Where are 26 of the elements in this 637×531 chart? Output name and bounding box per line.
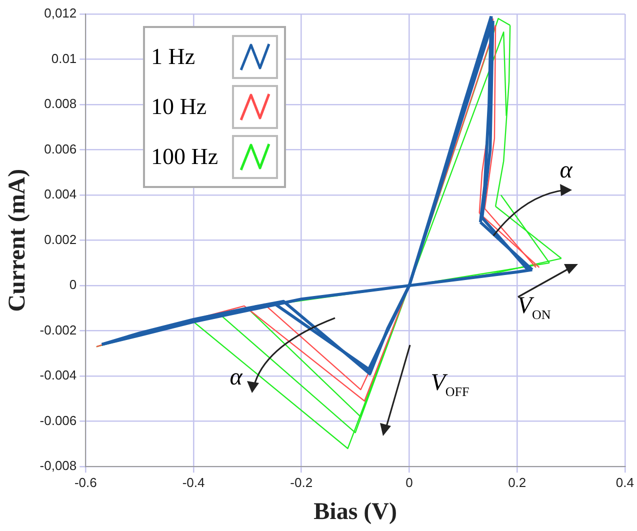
y-tick-label: 0.006 <box>44 141 77 156</box>
x-tick-label: -0.6 <box>74 474 97 490</box>
annotation: V$_{OFF}$ <box>430 370 470 400</box>
legend-label: 100 Hz <box>151 144 218 170</box>
annotation: α <box>230 364 242 392</box>
y-tick-label: 0.008 <box>44 96 77 112</box>
x-tick-label: 0 <box>406 474 413 490</box>
x-tick-label: 0.4 <box>616 474 634 490</box>
y-axis-title: Current (mA) <box>4 168 31 312</box>
y-tick-label: 0,012 <box>44 6 77 21</box>
y-tick-label: -0.004 <box>40 368 77 383</box>
x-tick-label: -0.2 <box>290 474 313 490</box>
y-tick-label: -0.006 <box>40 412 77 428</box>
y-tick-label: -0.002 <box>40 322 77 338</box>
y-tick-label: -0,008 <box>40 458 77 474</box>
legend-label: 10 Hz <box>151 94 207 120</box>
y-tick-label: 0.002 <box>44 232 77 247</box>
annotation: V$_{ON}$ <box>517 293 551 323</box>
x-tick-label: -0.4 <box>182 474 205 490</box>
x-axis-title: Bias (V) <box>314 498 397 525</box>
y-tick-label: 0.004 <box>44 186 77 202</box>
y-tick-label: 0 <box>69 277 77 292</box>
legend-label: 1 Hz <box>151 44 196 70</box>
x-tick-label: 0.2 <box>508 474 526 490</box>
annotation: α <box>560 158 572 184</box>
y-tick-label: 0.01 <box>51 50 77 66</box>
